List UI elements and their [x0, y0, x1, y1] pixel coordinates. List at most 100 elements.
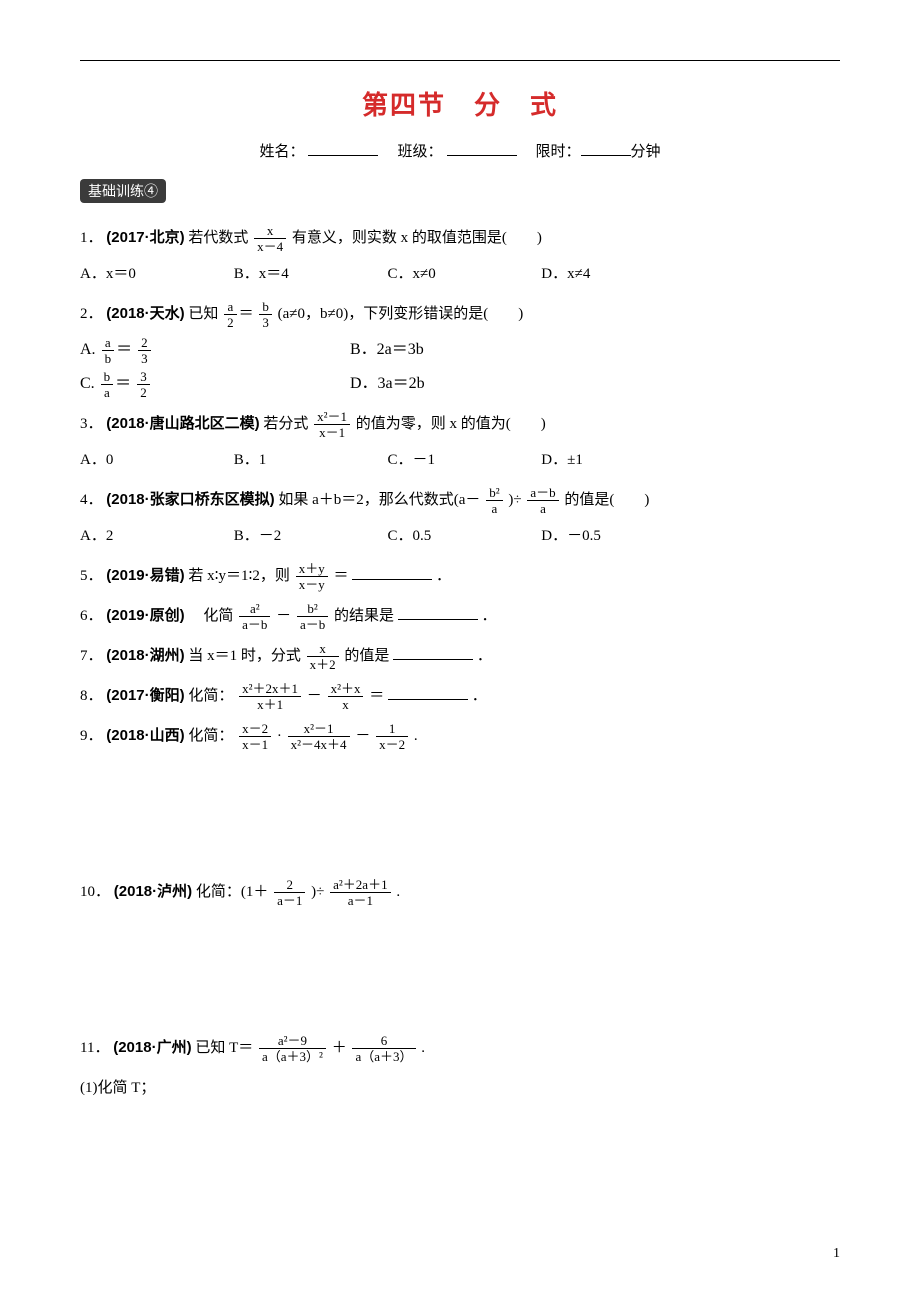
- q4-f1n: b²: [486, 486, 502, 501]
- q1-pre: 若代数式: [188, 230, 248, 246]
- q8-mid: －: [307, 688, 322, 704]
- q7-source: (2018·湖州): [106, 647, 184, 664]
- q4-f2d: a: [527, 501, 558, 515]
- q5-fd: x－y: [296, 577, 328, 591]
- q3-fd: x－1: [314, 425, 350, 439]
- question-3: 3． (2018·唐山路北区二模) 若分式 x²－1 x－1 的值为零，则 x …: [80, 409, 840, 439]
- q11-source: (2018·广州): [113, 1039, 191, 1056]
- q8-end: ．: [472, 688, 487, 704]
- q5-source: (2019·易错): [106, 567, 184, 584]
- q10-f2d: a－1: [330, 893, 390, 907]
- q2-oa-right: 2 3: [138, 336, 151, 365]
- q1-opt-d: D．x≠4: [541, 259, 691, 289]
- section-badge: 基础训练④: [80, 179, 166, 203]
- q3-fn: x²－1: [314, 410, 350, 425]
- q9-f2: x²－1 x²－4x＋4: [288, 722, 350, 751]
- q2-frac-b: b 3: [259, 300, 272, 329]
- q1-num: 1．: [80, 230, 103, 246]
- q1-frac-num: x: [254, 224, 286, 239]
- q11-sub1: (1)化简 T；: [80, 1073, 840, 1103]
- q2-oc-n: b: [101, 370, 114, 385]
- q7-blank: [393, 644, 473, 660]
- q7-fd: x＋2: [307, 657, 339, 671]
- q4-f2: a－b a: [527, 486, 558, 515]
- q3-num: 3．: [80, 416, 103, 432]
- q6-f1n: a²: [239, 602, 270, 617]
- q1-opt-b: B．x＝4: [234, 259, 384, 289]
- q2-num: 2．: [80, 306, 103, 322]
- q6-source: (2019·原创): [106, 607, 184, 624]
- subheader: 姓名： 班级： 限时：分钟: [80, 140, 840, 161]
- q10-pre: 化简：(1＋: [196, 884, 269, 900]
- q9-source: (2018·山西): [106, 727, 184, 744]
- q4-num: 4．: [80, 492, 103, 508]
- top-rule: [80, 60, 840, 61]
- question-4: 4． (2018·张家口桥东区模拟) 如果 a＋b＝2，那么代数式(a－ b² …: [80, 485, 840, 515]
- q6-f2d: a－b: [297, 617, 328, 631]
- q7-post: 的值是: [344, 648, 389, 664]
- q4-opt-d: D．－0.5: [541, 521, 691, 551]
- question-1: 1． (2017·北京) 若代数式 x x－4 有意义，则实数 x 的取值范围是…: [80, 223, 840, 253]
- q3-post: 的值为零，则 x 的值为( ): [356, 416, 546, 432]
- q8-f1: x²＋2x＋1 x＋1: [239, 682, 301, 711]
- q8-pre: 化简：: [188, 688, 233, 704]
- question-9: 9． (2018·山西) 化简： x－2 x－1 · x²－1 x²－4x＋4 …: [80, 721, 840, 751]
- q8-f2n: x²＋x: [328, 682, 364, 697]
- q3-opt-d: D．±1: [541, 445, 691, 475]
- q4-options: A．2 B．－2 C．0.5 D．－0.5: [80, 521, 840, 551]
- name-blank: [308, 140, 378, 156]
- q2-oa-left: a b: [102, 336, 115, 365]
- q2-oc-d: a: [101, 385, 114, 399]
- question-8: 8． (2017·衡阳) 化简： x²＋2x＋1 x＋1 － x²＋x x ＝ …: [80, 681, 840, 711]
- q6-f1d: a－b: [239, 617, 270, 631]
- q4-post: 的值是( ): [564, 492, 649, 508]
- q3-source: (2018·唐山路北区二模): [106, 415, 259, 432]
- q10-end: .: [396, 884, 400, 900]
- gap-9-10: [80, 757, 840, 867]
- q11-f2d: a（a＋3）: [352, 1049, 415, 1063]
- q1-source: (2017·北京): [106, 229, 184, 246]
- q2-opt-b: B．2a＝3b: [350, 335, 840, 365]
- q6-num: 6．: [80, 608, 103, 624]
- q11-f2n: 6: [352, 1034, 415, 1049]
- q3-options: A．0 B．1 C．－1 D．±1: [80, 445, 840, 475]
- q8-f1d: x＋1: [239, 697, 301, 711]
- q6-mid: －: [276, 608, 291, 624]
- q2-pre: 已知: [188, 306, 218, 322]
- q8-f1n: x²＋2x＋1: [239, 682, 301, 697]
- q5-fn: x＋y: [296, 562, 328, 577]
- q2-opt-a: A. a b ＝ 2 3: [80, 335, 350, 365]
- q7-pre: 当 x＝1 时，分式: [188, 648, 301, 664]
- q10-num: 10．: [80, 884, 110, 900]
- q2-oc-rn: 3: [137, 370, 150, 385]
- q8-num: 8．: [80, 688, 103, 704]
- q9-f3n: 1: [376, 722, 408, 737]
- q2-oc-pre: C.: [80, 375, 95, 392]
- q11-f1n: a²－9: [259, 1034, 326, 1049]
- q9-f3d: x－2: [376, 737, 408, 751]
- q9-f2n: x²－1: [288, 722, 350, 737]
- q10-mid: )÷: [311, 884, 324, 900]
- q8-post: ＝: [369, 688, 384, 704]
- question-7: 7． (2018·湖州) 当 x＝1 时，分式 x x＋2 的值是 ．: [80, 641, 840, 671]
- q5-num: 5．: [80, 568, 103, 584]
- q7-fn: x: [307, 642, 339, 657]
- q6-f2: b² a－b: [297, 602, 328, 631]
- q1-opt-c: C．x≠0: [388, 259, 538, 289]
- q8-blank: [388, 684, 468, 700]
- q5-end: ．: [436, 568, 451, 584]
- q4-source: (2018·张家口桥东区模拟): [106, 491, 274, 508]
- q2-opt-c: C. b a ＝ 3 2: [80, 369, 350, 399]
- q3-pre: 若分式: [263, 416, 308, 432]
- class-blank: [447, 140, 517, 156]
- q10-f2: a²＋2a＋1 a－1: [330, 878, 390, 907]
- q10-f1d: a－1: [274, 893, 305, 907]
- q9-f1: x－2 x－1: [239, 722, 271, 751]
- q9-end: .: [414, 728, 418, 744]
- q5-pre: 若 x∶y＝1∶2，则: [188, 568, 290, 584]
- q1-post: 有意义，则实数 x 的取值范围是( ): [292, 230, 542, 246]
- q8-f2: x²＋x x: [328, 682, 364, 711]
- name-label: 姓名：: [259, 144, 304, 160]
- q2-oa-n: a: [102, 336, 115, 351]
- question-2: 2． (2018·天水) 已知 a 2 ＝ b 3 (a≠0，b≠0)，下列变形…: [80, 299, 840, 329]
